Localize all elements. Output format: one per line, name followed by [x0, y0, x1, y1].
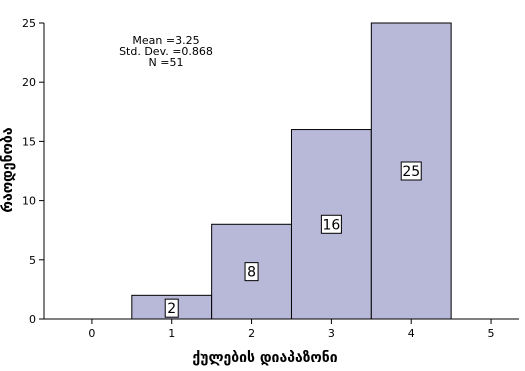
x-tick-label-4: 4	[408, 327, 415, 340]
x-tick-label-2: 2	[248, 327, 255, 340]
x-tick-label-5: 5	[488, 327, 495, 340]
data-label-box-25	[400, 161, 422, 181]
data-label-8: 8	[247, 265, 256, 281]
data-label-box-2	[164, 298, 179, 318]
stat-std-dev: Std. Dev. =0.868	[119, 45, 213, 58]
stat-n: N =51	[149, 56, 184, 69]
stat-mean: Mean =3.25	[132, 34, 199, 47]
y-tick-label-10: 10	[22, 195, 36, 208]
y-tick-label-25: 25	[22, 17, 36, 30]
data-label-2: 2	[167, 301, 176, 317]
data-label-box-16	[320, 214, 342, 234]
y-tick-label-5: 5	[29, 254, 36, 267]
y-tick-label-15: 15	[22, 135, 36, 148]
x-axis-label: ქულების დიაპაზონი	[192, 350, 337, 366]
data-label-16: 16	[322, 217, 340, 233]
y-axis-label: რაოდენობა	[0, 127, 16, 212]
data-label-box-8	[244, 262, 259, 282]
y-tick-label-0: 0	[29, 313, 36, 326]
x-tick-label-0: 0	[88, 327, 95, 340]
data-label-25: 25	[402, 164, 420, 180]
x-tick-label-3: 3	[328, 327, 335, 340]
y-tick-label-20: 20	[22, 76, 36, 89]
x-tick-label-1: 1	[168, 327, 175, 340]
plot-area: 0 5 10 15 20 25 0 1 2 3 4 5 2 8 16 25	[22, 17, 519, 340]
